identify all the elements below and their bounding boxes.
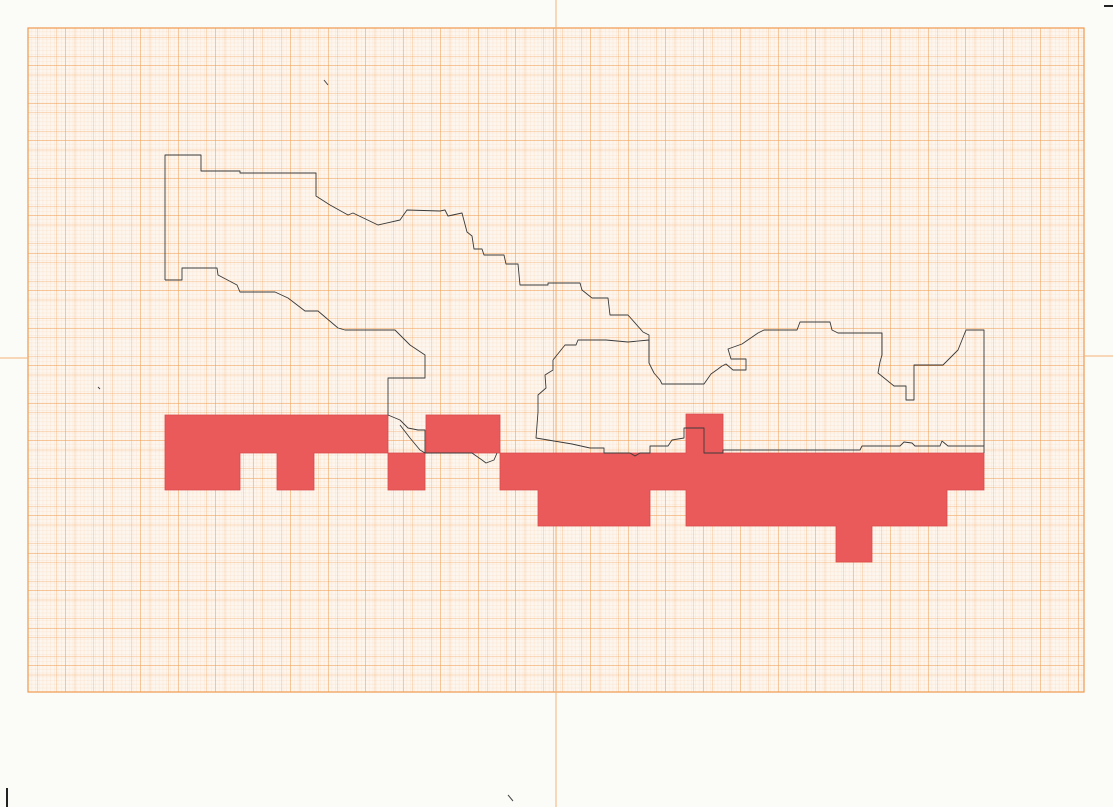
- red-block-right: [499, 413, 985, 563]
- speck-1: [323, 79, 329, 86]
- scan-specks: [97, 79, 514, 802]
- speck-2: [97, 386, 101, 390]
- red-block-left: [164, 414, 389, 491]
- red-block-upper: [425, 414, 501, 454]
- outline-lower-left-edge: [165, 267, 426, 415]
- outline-bottom-right-edge: [686, 427, 984, 454]
- red-filled-region: [164, 413, 985, 563]
- speck-3: [507, 794, 514, 802]
- outline-notch: [399, 424, 426, 454]
- outline-left-pocket: [535, 360, 686, 457]
- red-block-small: [387, 452, 426, 491]
- outline-bridge: [387, 414, 498, 464]
- outline-lower-middle-edge: [552, 339, 650, 363]
- pencil-outline: [164, 154, 985, 464]
